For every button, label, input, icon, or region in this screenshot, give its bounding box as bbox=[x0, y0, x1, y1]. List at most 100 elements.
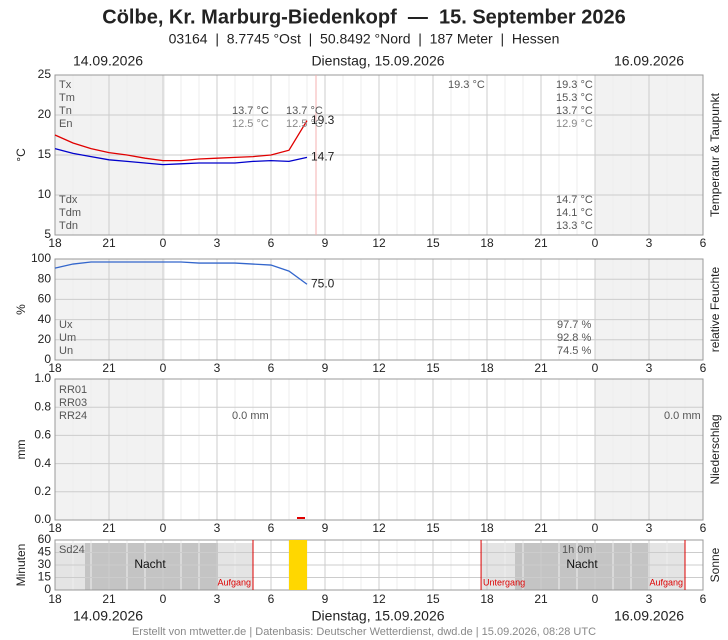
x-tick-label: 18 bbox=[48, 361, 62, 375]
stat-text: 1h 0m bbox=[562, 544, 593, 556]
date-right: 16.09.2026 bbox=[614, 53, 684, 69]
y-tick-label: 0.4 bbox=[34, 456, 51, 470]
x-tick-label: 9 bbox=[322, 236, 329, 250]
stat-label: Un bbox=[59, 345, 73, 357]
side-label: Sonne bbox=[708, 547, 722, 582]
x-tick-label: 18 bbox=[48, 236, 62, 250]
x-tick-label: 21 bbox=[102, 361, 116, 375]
x-tick-label: 0 bbox=[160, 236, 167, 250]
x-tick-label: 12 bbox=[372, 592, 386, 606]
plot-border bbox=[54, 258, 704, 361]
data-line bbox=[54, 261, 308, 285]
x-tick-label: 12 bbox=[372, 521, 386, 535]
y-tick-label: 30 bbox=[38, 557, 52, 571]
title: Cölbe, Kr. Marburg-Biedenkopf — 15. Sept… bbox=[102, 6, 625, 28]
y-tick-label: 1.0 bbox=[34, 371, 51, 385]
y-axis-label: Minuten bbox=[14, 544, 28, 587]
x-tick-label: 21 bbox=[534, 521, 548, 535]
value-label: 75.0 bbox=[311, 276, 335, 290]
side-label: Niederschlag bbox=[708, 414, 722, 484]
stat-label: RR24 bbox=[59, 410, 87, 422]
stat-label: Tdn bbox=[59, 220, 78, 232]
x-tick-label: 18 bbox=[480, 361, 494, 375]
event-label: Aufgang bbox=[217, 577, 251, 587]
y-tick-label: 40 bbox=[38, 312, 52, 326]
y-tick-label: 0.6 bbox=[34, 428, 51, 442]
x-tick-label: 0 bbox=[592, 592, 599, 606]
y-tick-label: 0.8 bbox=[34, 399, 51, 413]
x-tick-label: 3 bbox=[646, 521, 653, 535]
stat-text: 14.7 °C bbox=[556, 194, 593, 206]
y-tick-label: 80 bbox=[38, 271, 52, 285]
date-right: 16.09.2026 bbox=[614, 608, 684, 624]
stat-text: 74.5 % bbox=[557, 345, 591, 357]
y-tick-label: 15 bbox=[38, 570, 52, 584]
stat-label: Tn bbox=[59, 105, 72, 117]
x-tick-label: 3 bbox=[646, 592, 653, 606]
bar bbox=[297, 517, 305, 519]
side-label: Temperatur & Taupunkt bbox=[708, 92, 722, 217]
night-shade bbox=[515, 543, 648, 590]
y-tick-label: 5 bbox=[44, 227, 51, 241]
date-left: 14.09.2026 bbox=[73, 53, 143, 69]
stat-text: 13.7 °C bbox=[232, 105, 269, 117]
stat-text: 12.9 °C bbox=[556, 118, 593, 130]
stat-text: 0.0 mm bbox=[664, 410, 701, 422]
y-axis-label: mm bbox=[14, 440, 28, 460]
stat-label: Tdx bbox=[59, 194, 78, 206]
stat-label: Sd24 bbox=[59, 544, 85, 556]
x-tick-label: 12 bbox=[372, 236, 386, 250]
y-tick-label: 60 bbox=[38, 292, 52, 306]
date-center: Dienstag, 15.09.2026 bbox=[311, 608, 444, 624]
x-tick-label: 3 bbox=[214, 592, 221, 606]
data-line bbox=[54, 147, 308, 166]
x-tick-label: 21 bbox=[534, 236, 548, 250]
x-tick-label: 15 bbox=[426, 592, 440, 606]
value-label: 14.7 bbox=[311, 150, 335, 164]
x-tick-label: 6 bbox=[700, 592, 707, 606]
value-label: 19.3 bbox=[311, 113, 335, 127]
x-tick-label: 9 bbox=[322, 592, 329, 606]
x-tick-label: 6 bbox=[700, 236, 707, 250]
stat-text: 13.7 °C bbox=[286, 105, 323, 117]
x-tick-label: 18 bbox=[480, 236, 494, 250]
y-tick-label: 100 bbox=[31, 251, 51, 265]
y-tick-label: 20 bbox=[38, 332, 52, 346]
x-tick-label: 3 bbox=[214, 521, 221, 535]
y-axis-label: % bbox=[14, 304, 28, 315]
stat-label: Tdm bbox=[59, 207, 81, 219]
x-tick-label: 12 bbox=[372, 361, 386, 375]
x-tick-label: 3 bbox=[646, 236, 653, 250]
x-tick-label: 21 bbox=[102, 236, 116, 250]
stat-text: 97.7 % bbox=[557, 319, 591, 331]
stat-text: 19.3 °C bbox=[556, 79, 593, 91]
stat-text: Nacht bbox=[566, 557, 598, 571]
x-tick-label: 0 bbox=[160, 592, 167, 606]
stat-label: Ux bbox=[59, 319, 73, 331]
plot-border bbox=[54, 539, 704, 591]
stat-label: Um bbox=[59, 332, 76, 344]
stat-label: RR03 bbox=[59, 397, 87, 409]
y-tick-label: 20 bbox=[38, 107, 52, 121]
x-tick-label: 21 bbox=[534, 361, 548, 375]
stat-label: RR01 bbox=[59, 384, 87, 396]
x-tick-label: 6 bbox=[268, 361, 275, 375]
y-tick-label: 0.0 bbox=[34, 512, 51, 526]
x-tick-label: 0 bbox=[592, 361, 599, 375]
x-tick-label: 6 bbox=[268, 592, 275, 606]
stat-label: Tm bbox=[59, 92, 75, 104]
y-tick-label: 25 bbox=[38, 67, 52, 81]
plot-border bbox=[54, 74, 704, 236]
x-tick-label: 9 bbox=[322, 521, 329, 535]
stat-label: En bbox=[59, 118, 72, 130]
y-tick-label: 0 bbox=[44, 352, 51, 366]
x-tick-label: 6 bbox=[700, 521, 707, 535]
x-tick-label: 0 bbox=[160, 521, 167, 535]
y-tick-label: 60 bbox=[38, 532, 52, 546]
date-center: Dienstag, 15.09.2026 bbox=[311, 53, 444, 69]
stat-label: Tx bbox=[59, 79, 72, 91]
bar bbox=[289, 540, 307, 590]
event-label: Untergang bbox=[483, 577, 525, 587]
stat-text: 19.3 °C bbox=[448, 79, 485, 91]
x-tick-label: 6 bbox=[268, 521, 275, 535]
